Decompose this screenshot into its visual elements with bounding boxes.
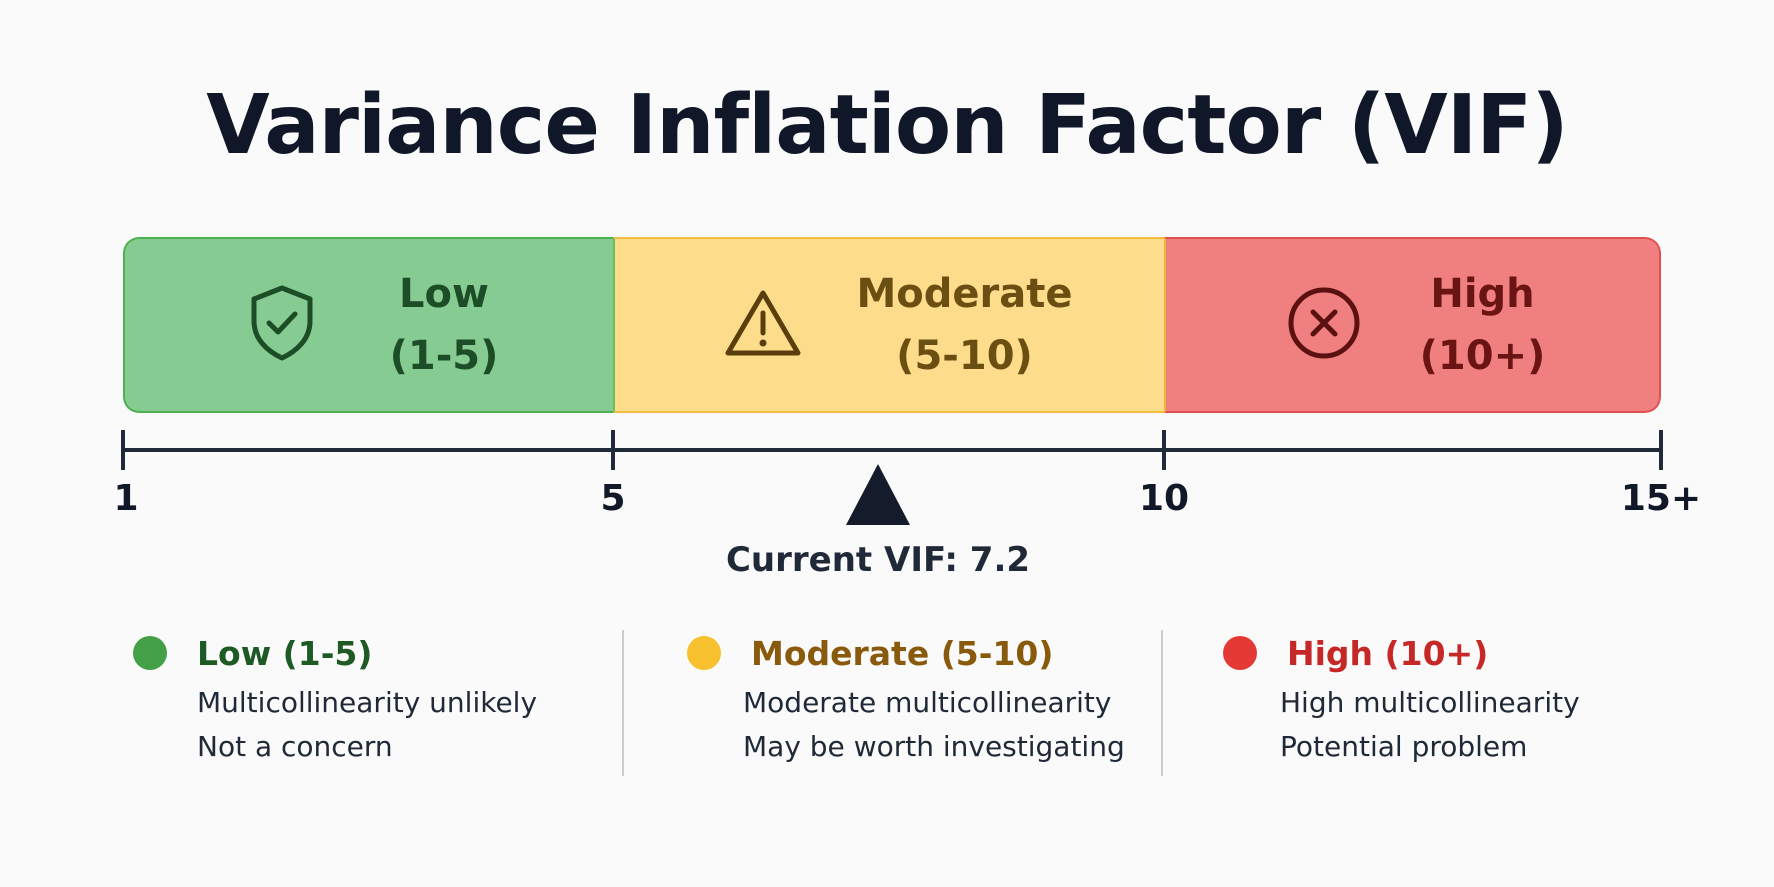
current-vif-label: Current VIF: 7.2	[725, 540, 1031, 580]
axis-tick-label-1: 1	[113, 478, 139, 519]
legend-divider	[622, 630, 624, 776]
legend-desc-low-2: Not a concern	[197, 730, 393, 763]
warning-triangle-icon	[723, 287, 803, 363]
legend-item-low: Low (1-5) Multicollinearity unlikely Not…	[133, 630, 537, 764]
segment-moderate: Moderate (5-10)	[613, 237, 1164, 413]
legend: Low (1-5) Multicollinearity unlikely Not…	[0, 630, 1774, 780]
legend-title-low: Low (1-5)	[197, 633, 373, 673]
legend-desc-high-2: Potential problem	[1280, 730, 1528, 763]
segment-high: High (10+)	[1164, 237, 1661, 413]
legend-dot-low	[133, 636, 167, 670]
legend-item-moderate: Moderate (5-10) Moderate multicollineari…	[687, 630, 1125, 764]
segment-moderate-range: (5-10)	[896, 333, 1033, 379]
segment-high-range: (10+)	[1419, 333, 1546, 379]
axis-tick-label-15: 15+	[1620, 478, 1702, 519]
segment-high-name: High	[1430, 271, 1535, 317]
segment-moderate-name: Moderate	[856, 271, 1073, 317]
axis-tick-label-5: 5	[600, 478, 626, 519]
vif-scale-bar: Low (1-5) Moderate (5-10) High (10+)	[123, 237, 1661, 413]
axis-tick-label-10: 10	[1138, 478, 1190, 519]
current-vif-marker	[846, 464, 910, 525]
segment-low-range: (1-5)	[389, 333, 499, 379]
shield-check-icon	[247, 283, 317, 367]
x-circle-icon	[1286, 285, 1362, 365]
legend-title-high: High (10+)	[1287, 633, 1489, 673]
legend-title-moderate: Moderate (5-10)	[751, 633, 1054, 673]
segment-low: Low (1-5)	[123, 237, 613, 413]
legend-dot-high	[1223, 636, 1257, 670]
page-title: Variance Inflation Factor (VIF)	[206, 78, 1569, 173]
legend-desc-moderate-2: May be worth investigating	[743, 730, 1125, 763]
legend-item-high: High (10+) High multicollinearity Potent…	[1223, 630, 1580, 764]
segment-low-name: Low	[399, 271, 489, 317]
legend-divider	[1161, 630, 1163, 776]
legend-desc-low-1: Multicollinearity unlikely	[197, 686, 538, 719]
legend-dot-moderate	[687, 636, 721, 670]
legend-desc-high-1: High multicollinearity	[1280, 686, 1580, 719]
legend-desc-moderate-1: Moderate multicollinearity	[743, 686, 1112, 719]
